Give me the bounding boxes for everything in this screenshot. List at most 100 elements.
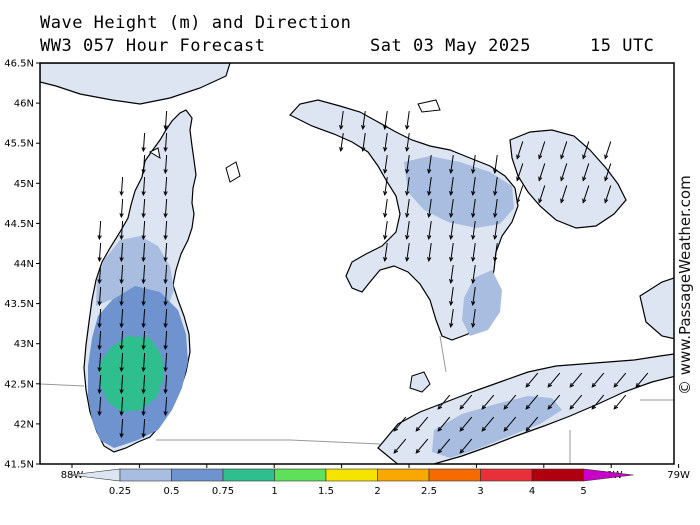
wave-arrow bbox=[141, 418, 146, 439]
wave-arrow bbox=[459, 416, 473, 432]
wave-arrow bbox=[141, 132, 146, 153]
huron-band-south bbox=[462, 270, 502, 336]
wave-arrow bbox=[493, 155, 498, 175]
colorbar-label: 4 bbox=[529, 486, 535, 497]
wave-height-colorbar: 0.25 0.5 0.75 1 1.5 2 2.5 3 4 5 bbox=[69, 468, 634, 497]
wave-arrow bbox=[383, 199, 388, 219]
wave-arrow bbox=[405, 199, 410, 219]
wave-arrow bbox=[141, 330, 146, 351]
wave-arrow bbox=[516, 185, 524, 204]
wave-arrow bbox=[339, 133, 344, 153]
wave-arrow bbox=[97, 308, 102, 329]
map-area bbox=[40, 63, 674, 464]
wave-arrow bbox=[471, 243, 476, 263]
wave-arrow bbox=[547, 372, 561, 388]
colorbar-swatch bbox=[377, 468, 430, 482]
lat-tick-label: 44N bbox=[14, 259, 34, 270]
wave-arrow bbox=[97, 264, 102, 285]
wave-arrow bbox=[141, 352, 146, 373]
wave-arrow bbox=[97, 352, 102, 373]
wave-arrow bbox=[538, 141, 546, 160]
wave-arrow bbox=[405, 155, 410, 175]
wave-arrow bbox=[141, 286, 146, 307]
wave-arrow bbox=[393, 416, 407, 432]
wave-arrow bbox=[427, 155, 432, 175]
colorbar-label: 0.75 bbox=[212, 486, 234, 497]
lake-st-clair bbox=[409, 371, 431, 393]
wave-arrow bbox=[525, 372, 539, 388]
wave-arrow bbox=[163, 374, 168, 395]
wave-arrow bbox=[383, 243, 388, 263]
wave-arrow bbox=[415, 438, 429, 454]
wave-arrow bbox=[163, 286, 168, 307]
lake-ontario bbox=[639, 277, 674, 340]
lat-tick-label: 41.5N bbox=[4, 460, 34, 471]
colorbar-high-arrow bbox=[583, 468, 634, 482]
colorbar-label: 5 bbox=[580, 486, 586, 497]
wave-arrow bbox=[163, 352, 168, 373]
wave-arrow bbox=[141, 264, 146, 285]
wave-arrow bbox=[449, 243, 454, 263]
lake-superior-edge bbox=[40, 63, 231, 105]
site-credit: © www.PassageWeather.com bbox=[676, 175, 694, 395]
wave-arrow bbox=[405, 133, 410, 153]
wave-arrow bbox=[591, 372, 605, 388]
colorbar-label: 0.5 bbox=[164, 486, 180, 497]
wave-arrow bbox=[493, 221, 498, 241]
wave-arrow bbox=[97, 286, 102, 307]
colorbar-swatch bbox=[119, 468, 172, 482]
wave-arrow bbox=[604, 185, 612, 204]
wave-arrow bbox=[449, 155, 454, 175]
wave-arrow bbox=[471, 265, 476, 285]
wave-arrow bbox=[481, 394, 495, 410]
erie-band-mid bbox=[432, 396, 562, 458]
wave-arrow bbox=[119, 176, 124, 197]
wave-arrow bbox=[569, 394, 583, 410]
wave-arrow bbox=[163, 220, 168, 241]
wave-arrow bbox=[604, 141, 612, 160]
wave-arrow bbox=[119, 308, 124, 329]
islands bbox=[148, 99, 441, 183]
lat-tick-label: 45N bbox=[14, 179, 34, 190]
wave-arrow bbox=[582, 185, 590, 204]
wave-arrow bbox=[538, 185, 546, 204]
wave-arrow bbox=[471, 199, 476, 219]
colorbar-label: 0.25 bbox=[109, 486, 131, 497]
wave-arrow bbox=[141, 396, 146, 417]
wave-arrow bbox=[427, 243, 432, 263]
wave-arrow bbox=[582, 141, 590, 160]
wave-arrow bbox=[635, 372, 649, 388]
wave-arrow bbox=[141, 374, 146, 395]
colorbar-label: 2.5 bbox=[421, 486, 437, 497]
colorbar-swatch bbox=[171, 468, 224, 482]
lat-tick-label: 42N bbox=[14, 419, 34, 430]
wave-arrow bbox=[361, 133, 366, 153]
forecast-hour: WW3 057 Hour Forecast bbox=[40, 36, 266, 56]
wave-arrow bbox=[449, 221, 454, 241]
wave-arrow bbox=[141, 220, 146, 241]
forecast-time: 15 UTC bbox=[590, 36, 655, 56]
wave-arrow bbox=[119, 396, 124, 417]
lat-tick-label: 45.5N bbox=[4, 139, 34, 150]
lat-tick-label: 43N bbox=[14, 339, 34, 350]
wave-arrow bbox=[141, 242, 146, 263]
wave-arrow bbox=[481, 416, 495, 432]
wave-arrow bbox=[383, 177, 388, 197]
wave-arrow bbox=[493, 243, 498, 263]
colorbar-swatch bbox=[274, 468, 327, 482]
georgian-bay bbox=[509, 129, 627, 229]
wave-arrow bbox=[547, 394, 561, 410]
wave-arrow bbox=[97, 374, 102, 395]
colorbar-swatch bbox=[222, 468, 275, 482]
wave-arrow bbox=[97, 242, 102, 263]
wave-arrow bbox=[405, 111, 410, 131]
wave-arrow bbox=[427, 177, 432, 197]
huron-band-mid bbox=[404, 156, 514, 228]
wave-arrow bbox=[163, 264, 168, 285]
wave-arrow bbox=[141, 308, 146, 329]
wave-arrow bbox=[569, 372, 583, 388]
wave-arrow bbox=[449, 287, 454, 307]
colorbar-label: 3 bbox=[477, 486, 483, 497]
wave-arrow bbox=[493, 177, 498, 197]
wave-arrow bbox=[405, 177, 410, 197]
